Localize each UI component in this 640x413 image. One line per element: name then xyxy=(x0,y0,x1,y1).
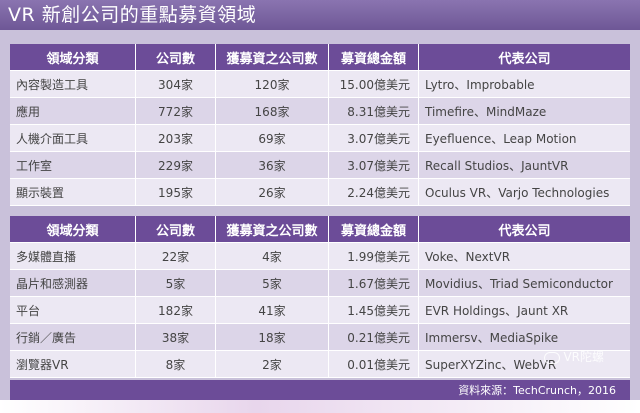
count-cell: 8家 xyxy=(136,351,216,378)
funded-cell: 26家 xyxy=(216,179,329,206)
funded-cell: 4家 xyxy=(216,243,329,270)
amount-cell: 1.45億美元 xyxy=(329,297,419,324)
funded-cell: 18家 xyxy=(216,324,329,351)
funded-cell: 120家 xyxy=(216,71,329,98)
amount-cell: 0.21億美元 xyxy=(329,324,419,351)
count-cell: 182家 xyxy=(136,297,216,324)
header-total-funding: 募資總金額 xyxy=(329,216,419,243)
header-total-funding: 募資總金額 xyxy=(329,44,419,71)
table-row: 行銷／廣告 38家 18家 0.21億美元 Immersv、MediaSpike xyxy=(10,324,630,351)
category-cell: 行銷／廣告 xyxy=(10,324,136,351)
header-representative-companies: 代表公司 xyxy=(419,216,630,243)
amount-cell: 8.31億美元 xyxy=(329,98,419,125)
table-panel: 領域分類 公司數 獲募資之公司數 募資總金額 代表公司 內容製造工具 304家 … xyxy=(0,30,640,413)
companies-cell: Oculus VR、Varjo Technologies xyxy=(419,179,630,206)
companies-cell: EVR Holdings、Jaunt XR xyxy=(419,297,630,324)
watermark-text: VR陀螺 xyxy=(563,350,604,364)
count-cell: 195家 xyxy=(136,179,216,206)
table-row: 工作室 229家 36家 3.07億美元 Recall Studios、Jaun… xyxy=(10,152,630,179)
category-cell: 內容製造工具 xyxy=(10,71,136,98)
table-row: 多媒體直播 22家 4家 1.99億美元 Voke、NextVR xyxy=(10,243,630,270)
source-text: 資料來源：TechCrunch，2016 xyxy=(458,384,616,397)
amount-cell: 0.01億美元 xyxy=(329,351,419,378)
header-representative-companies: 代表公司 xyxy=(419,44,630,71)
header-company-count: 公司數 xyxy=(136,44,216,71)
table-row: 內容製造工具 304家 120家 15.00億美元 Lytro、Improbab… xyxy=(10,71,630,98)
count-cell: 22家 xyxy=(136,243,216,270)
table-row: 平台 182家 41家 1.45億美元 EVR Holdings、Jaunt X… xyxy=(10,297,630,324)
table-header-row: 領域分類 公司數 獲募資之公司數 募資總金額 代表公司 xyxy=(10,44,630,71)
table-row: 顯示裝置 195家 26家 2.24億美元 Oculus VR、Varjo Te… xyxy=(10,179,630,206)
count-cell: 38家 xyxy=(136,324,216,351)
header-funded-count: 獲募資之公司數 xyxy=(216,216,329,243)
amount-cell: 15.00億美元 xyxy=(329,71,419,98)
header-category: 領域分類 xyxy=(10,44,136,71)
header-category: 領域分類 xyxy=(10,216,136,243)
wechat-icon xyxy=(544,351,561,364)
count-cell: 203家 xyxy=(136,125,216,152)
header-funded-count: 獲募資之公司數 xyxy=(216,44,329,71)
companies-cell: Eyefluence、Leap Motion xyxy=(419,125,630,152)
table-row: 應用 772家 168家 8.31億美元 Timefire、MindMaze xyxy=(10,98,630,125)
funded-cell: 41家 xyxy=(216,297,329,324)
amount-cell: 3.07億美元 xyxy=(329,125,419,152)
footer-bar: 資料來源：TechCrunch，2016 xyxy=(10,380,630,402)
count-cell: 772家 xyxy=(136,98,216,125)
count-cell: 5家 xyxy=(136,270,216,297)
funded-cell: 2家 xyxy=(216,351,329,378)
companies-cell: Lytro、Improbable xyxy=(419,71,630,98)
category-cell: 多媒體直播 xyxy=(10,243,136,270)
category-cell: 晶片和感測器 xyxy=(10,270,136,297)
companies-cell: Timefire、MindMaze xyxy=(419,98,630,125)
category-cell: 人機介面工具 xyxy=(10,125,136,152)
category-cell: 顯示裝置 xyxy=(10,179,136,206)
funded-cell: 168家 xyxy=(216,98,329,125)
category-cell: 工作室 xyxy=(10,152,136,179)
companies-cell: Recall Studios、JauntVR xyxy=(419,152,630,179)
funded-cell: 36家 xyxy=(216,152,329,179)
category-cell: 應用 xyxy=(10,98,136,125)
category-cell: 平台 xyxy=(10,297,136,324)
companies-cell: Voke、NextVR xyxy=(419,243,630,270)
category-cell: 瀏覽器VR xyxy=(10,351,136,378)
amount-cell: 3.07億美元 xyxy=(329,152,419,179)
funded-cell: 69家 xyxy=(216,125,329,152)
count-cell: 304家 xyxy=(136,71,216,98)
watermark: VR陀螺 xyxy=(544,348,604,365)
table-row: 人機介面工具 203家 69家 3.07億美元 Eyefluence、Leap … xyxy=(10,125,630,152)
funded-cell: 5家 xyxy=(216,270,329,297)
amount-cell: 1.67億美元 xyxy=(329,270,419,297)
companies-cell: Movidius、Triad Semiconductor xyxy=(419,270,630,297)
funding-table-top: 領域分類 公司數 獲募資之公司數 募資總金額 代表公司 內容製造工具 304家 … xyxy=(10,44,630,206)
companies-cell: SuperXYZinc、WebVR xyxy=(419,351,630,378)
amount-cell: 2.24億美元 xyxy=(329,179,419,206)
funding-table-bottom: 領域分類 公司數 獲募資之公司數 募資總金額 代表公司 多媒體直播 22家 4家… xyxy=(10,216,630,378)
count-cell: 229家 xyxy=(136,152,216,179)
table-row: 瀏覽器VR 8家 2家 0.01億美元 SuperXYZinc、WebVR xyxy=(10,351,630,378)
table-row: 晶片和感測器 5家 5家 1.67億美元 Movidius、Triad Semi… xyxy=(10,270,630,297)
header-company-count: 公司數 xyxy=(136,216,216,243)
companies-cell: Immersv、MediaSpike xyxy=(419,324,630,351)
amount-cell: 1.99億美元 xyxy=(329,243,419,270)
page-title: VR 新創公司的重點募資領域 xyxy=(0,0,640,30)
bottom-decoration xyxy=(0,400,640,413)
table-header-row: 領域分類 公司數 獲募資之公司數 募資總金額 代表公司 xyxy=(10,216,630,243)
